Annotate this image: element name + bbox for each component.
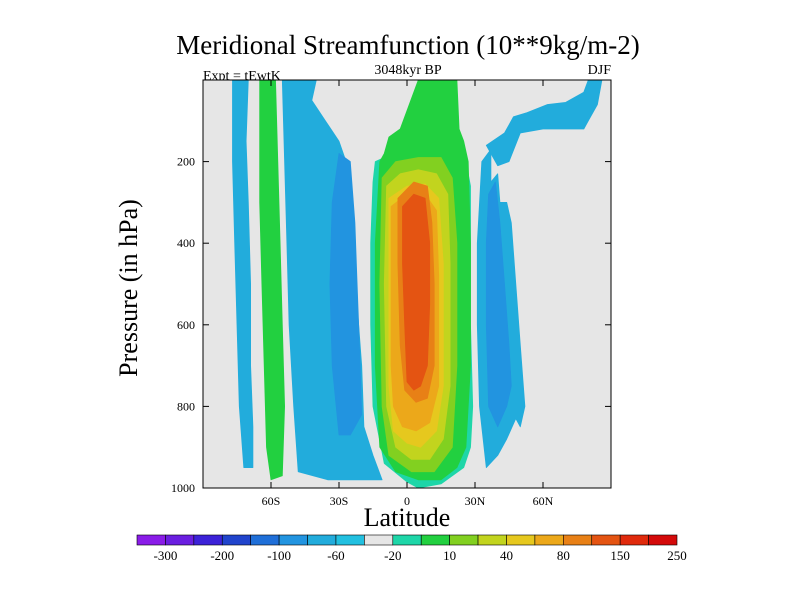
colorbar-label: -60 xyxy=(327,548,344,563)
colorbar-swatch xyxy=(506,534,536,546)
colorbar-swatch xyxy=(534,534,564,546)
colorbar-swatch xyxy=(165,534,195,546)
colorbar-label: -100 xyxy=(267,548,291,563)
y-tick-label: 1000 xyxy=(171,481,195,495)
colorbar-swatch xyxy=(420,534,450,546)
colorbar-swatch xyxy=(364,534,394,546)
y-tick-label: 200 xyxy=(177,155,195,169)
y-axis-title: Pressure (in hPa) xyxy=(114,199,143,377)
x-axis-ticks: 60S 30S 0 30N 60N xyxy=(262,80,554,508)
colorbar-swatch xyxy=(449,534,479,546)
contour-region-sh-band-mid xyxy=(259,79,286,481)
y-axis-ticks: 200 400 600 800 1000 xyxy=(171,155,611,495)
colorbar-labels: -300 -200 -100 -60 -20 10 40 80 150 250 xyxy=(153,548,686,563)
colorbar-swatch xyxy=(591,534,621,546)
colorbar-label: -200 xyxy=(210,548,234,563)
plot-area: 60S 30S 0 30N 60N 200 400 600 800 1000 xyxy=(171,79,612,508)
colorbar-swatch xyxy=(221,534,251,546)
x-tick-label: 0 xyxy=(404,494,410,508)
time-label: 3048kyr BP xyxy=(374,63,442,78)
contour-region-hc-250 xyxy=(402,193,431,391)
season-label: DJF xyxy=(588,63,612,78)
x-tick-label: 60S xyxy=(262,494,281,508)
y-tick-label: 600 xyxy=(177,318,195,332)
x-axis-title: Latitude xyxy=(364,503,451,532)
chart-title: Meridional Streamfunction (10**9kg/m-2) xyxy=(176,30,639,60)
colorbar-swatch xyxy=(193,534,223,546)
colorbar-swatch xyxy=(619,534,649,546)
x-tick-label: 30S xyxy=(330,494,349,508)
x-tick-label: 30N xyxy=(465,494,486,508)
contour-fills xyxy=(232,79,603,489)
colorbar-label: 150 xyxy=(610,548,630,563)
contour-region-sh-band-core xyxy=(329,152,363,436)
colorbar-swatch xyxy=(136,534,166,546)
colorbar-swatch xyxy=(307,534,337,546)
colorbar-swatch xyxy=(477,534,507,546)
colorbar-label: -20 xyxy=(384,548,401,563)
colorbar-label: 250 xyxy=(667,548,687,563)
colorbar-swatch xyxy=(563,534,593,546)
y-tick-label: 800 xyxy=(177,399,195,413)
colorbar xyxy=(136,534,678,546)
colorbar-swatch xyxy=(335,534,365,546)
y-tick-label: 400 xyxy=(177,236,195,250)
colorbar-label: -300 xyxy=(153,548,177,563)
colorbar-label: 40 xyxy=(500,548,513,563)
colorbar-swatch xyxy=(392,534,422,546)
colorbar-swatch xyxy=(648,534,678,546)
contour-region-nh-band-core xyxy=(485,181,512,428)
colorbar-swatch xyxy=(250,534,280,546)
x-tick-label: 60N xyxy=(533,494,554,508)
colorbar-label: 10 xyxy=(443,548,456,563)
colorbar-swatch xyxy=(278,534,308,546)
colorbar-label: 80 xyxy=(557,548,570,563)
contour-region-sh-band-outer xyxy=(232,79,254,469)
